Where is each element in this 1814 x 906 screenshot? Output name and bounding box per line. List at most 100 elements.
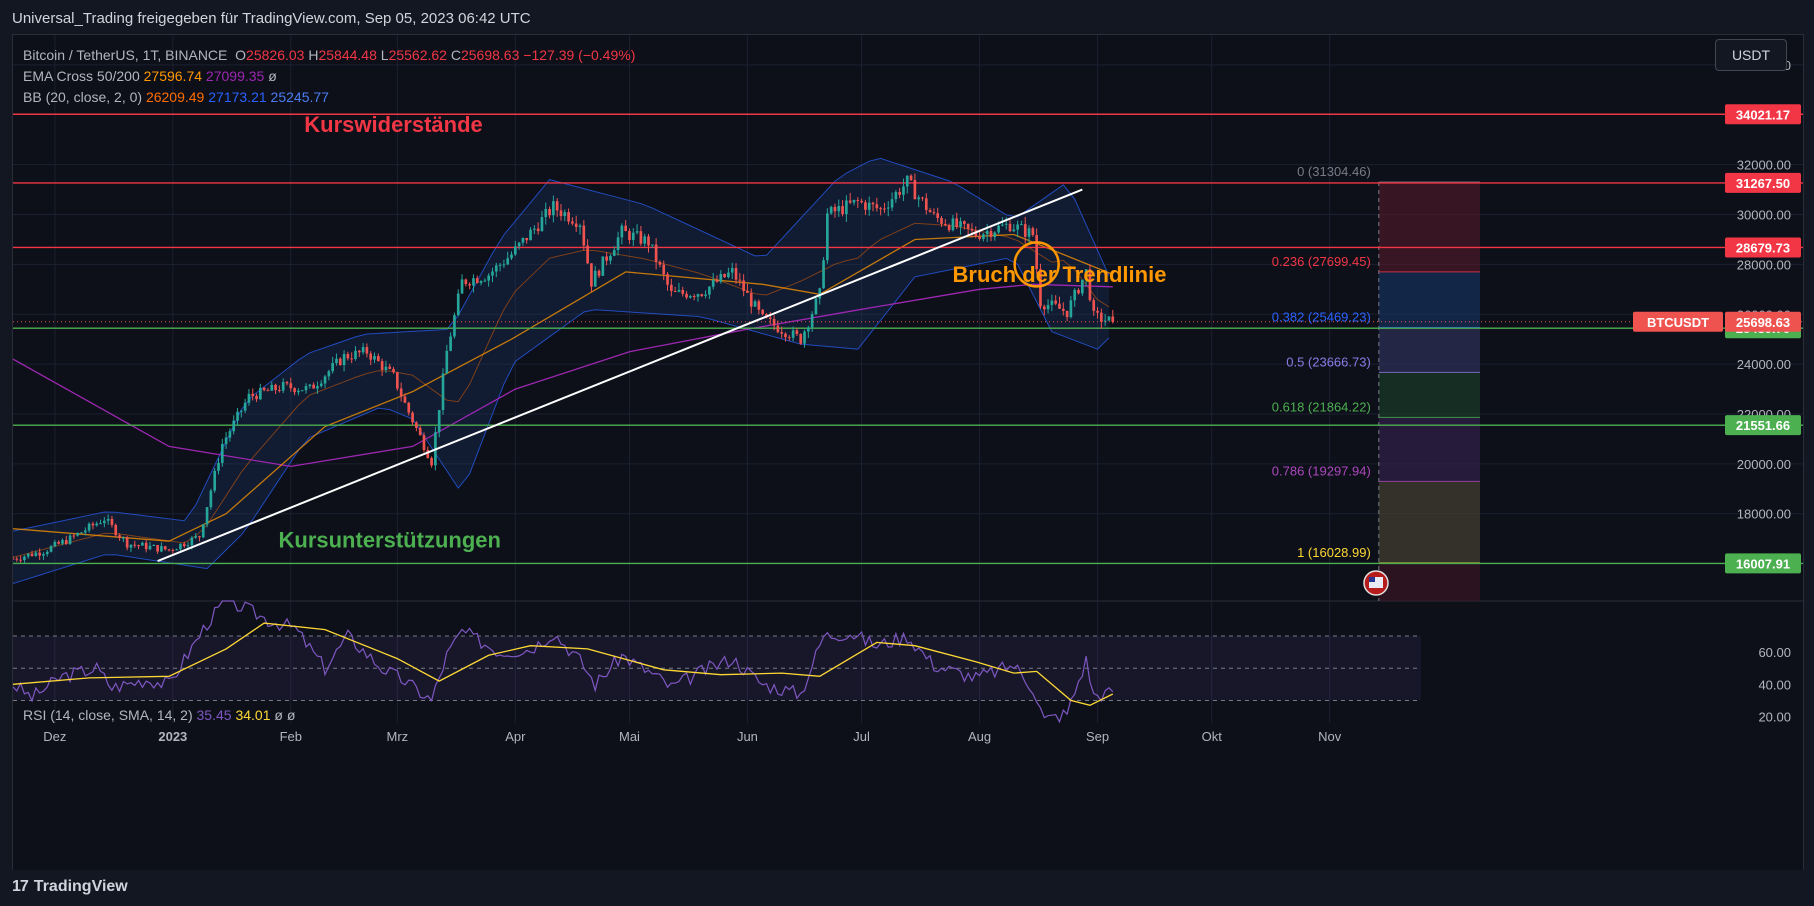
candle-body [304,386,308,391]
candle-body [700,294,704,296]
symbol-tag-text: BTCUSDT [1647,315,1709,330]
candle-body [316,386,319,389]
candle-body [1096,310,1099,313]
rsi-legend[interactable]: RSI (14, close, SMA, 14, 2) 35.45 34.01 … [23,707,295,723]
fib-zone [1378,372,1480,418]
candle-body [738,279,742,281]
candle-body [152,544,156,546]
candle-body [768,317,772,319]
candle-body [841,206,844,215]
price-level-tag-text: 31267.50 [1736,176,1790,191]
candle-body [711,279,715,287]
candle-body [776,325,780,333]
candle-body [441,373,445,411]
candle-body [544,208,548,218]
candle-body [270,384,274,391]
fib-zone [1378,481,1480,563]
candle-body [1092,300,1096,311]
candle-body [852,199,856,203]
rsi-label[interactable]: RSI (14, close, SMA, 14, 2) [23,707,193,723]
candle-body [102,520,106,524]
candle-body [201,524,205,538]
candle-body [1035,235,1038,270]
candle-body [955,218,959,227]
candle-body [662,264,666,275]
candle-body [536,228,540,232]
candle-body [772,318,776,326]
candle-body [932,212,936,214]
candle-body [61,540,64,544]
candle-body [540,217,544,232]
candle-body [959,221,962,227]
chart-area[interactable]: 0 (31304.46) 0.236 (27699.45) 0.382 (25469… [12,34,1804,872]
price-level-tag [1725,415,1801,436]
candle-body [856,199,860,201]
candle-body [464,279,468,285]
candle-body [281,382,285,391]
currency-button[interactable]: USDT [1715,39,1787,71]
candle-body [175,549,178,551]
candle-body [917,197,921,200]
breakout-circle-marker [1013,241,1060,288]
candle-body [628,231,631,240]
candle-body [905,175,909,187]
candle-body [338,358,342,366]
candle-body [1077,289,1080,294]
candle-body [814,298,818,315]
candle-body [921,197,924,199]
candle-body [87,523,91,531]
candle-body [144,542,148,550]
candle-body [803,331,806,344]
candle-body [1050,300,1054,305]
candle-body [1080,279,1084,294]
candle-body [1027,228,1031,237]
candle-body [415,422,418,428]
candle-body [289,383,293,389]
candle-body [95,523,99,526]
chart-annotation: Kursunterstützungen [279,527,501,552]
time-axis-tick: Mrz [387,729,409,744]
candle-body [403,396,407,403]
candle-body [966,223,970,229]
candle-body [517,242,521,247]
candle-body [848,200,852,203]
candle-body [15,558,19,560]
candle-body [612,250,616,256]
candle-body [989,230,993,237]
candle-body [1084,269,1088,280]
candle-body [1004,223,1008,225]
candle-body [1046,304,1050,310]
candle-body [384,366,388,371]
candle-body [692,296,696,298]
candle-body [475,278,479,283]
fib-level-label: 1 (16028.99) [1297,545,1371,560]
rsi-line [13,600,1114,724]
candle-body [357,350,361,353]
rsi-extra: ø ø [274,707,296,723]
share-header: Universal_Trading freigegeben für Tradin… [0,0,1814,34]
candle-body [985,230,989,235]
price-axis-tick: 20000.00 [1737,457,1791,472]
chart-canvas[interactable]: 0 (31304.46) 0.236 (27699.45) 0.382 (25469… [13,35,1803,871]
candle-body [217,462,220,471]
fib-zone [1378,181,1480,272]
candle-body [806,327,810,332]
candle-body [205,507,209,525]
candle-body [795,330,799,335]
footer: 17 TradingView [0,870,1814,906]
rsi-axis-tick: 60.00 [1758,645,1791,660]
candle-body [430,458,433,466]
candle-body [26,553,30,557]
candle-body [860,200,863,203]
time-axis-tick: Apr [505,729,526,744]
tradingview-logo[interactable]: 17 TradingView [12,878,128,896]
candles [13,173,1115,564]
candle-body [883,208,886,210]
candle-body [19,559,22,561]
candle-body [49,546,53,552]
candle-body [943,223,947,226]
candle-body [354,350,357,359]
candle-body [1039,269,1042,307]
candle-body [57,541,60,544]
candle-body [1020,224,1023,226]
